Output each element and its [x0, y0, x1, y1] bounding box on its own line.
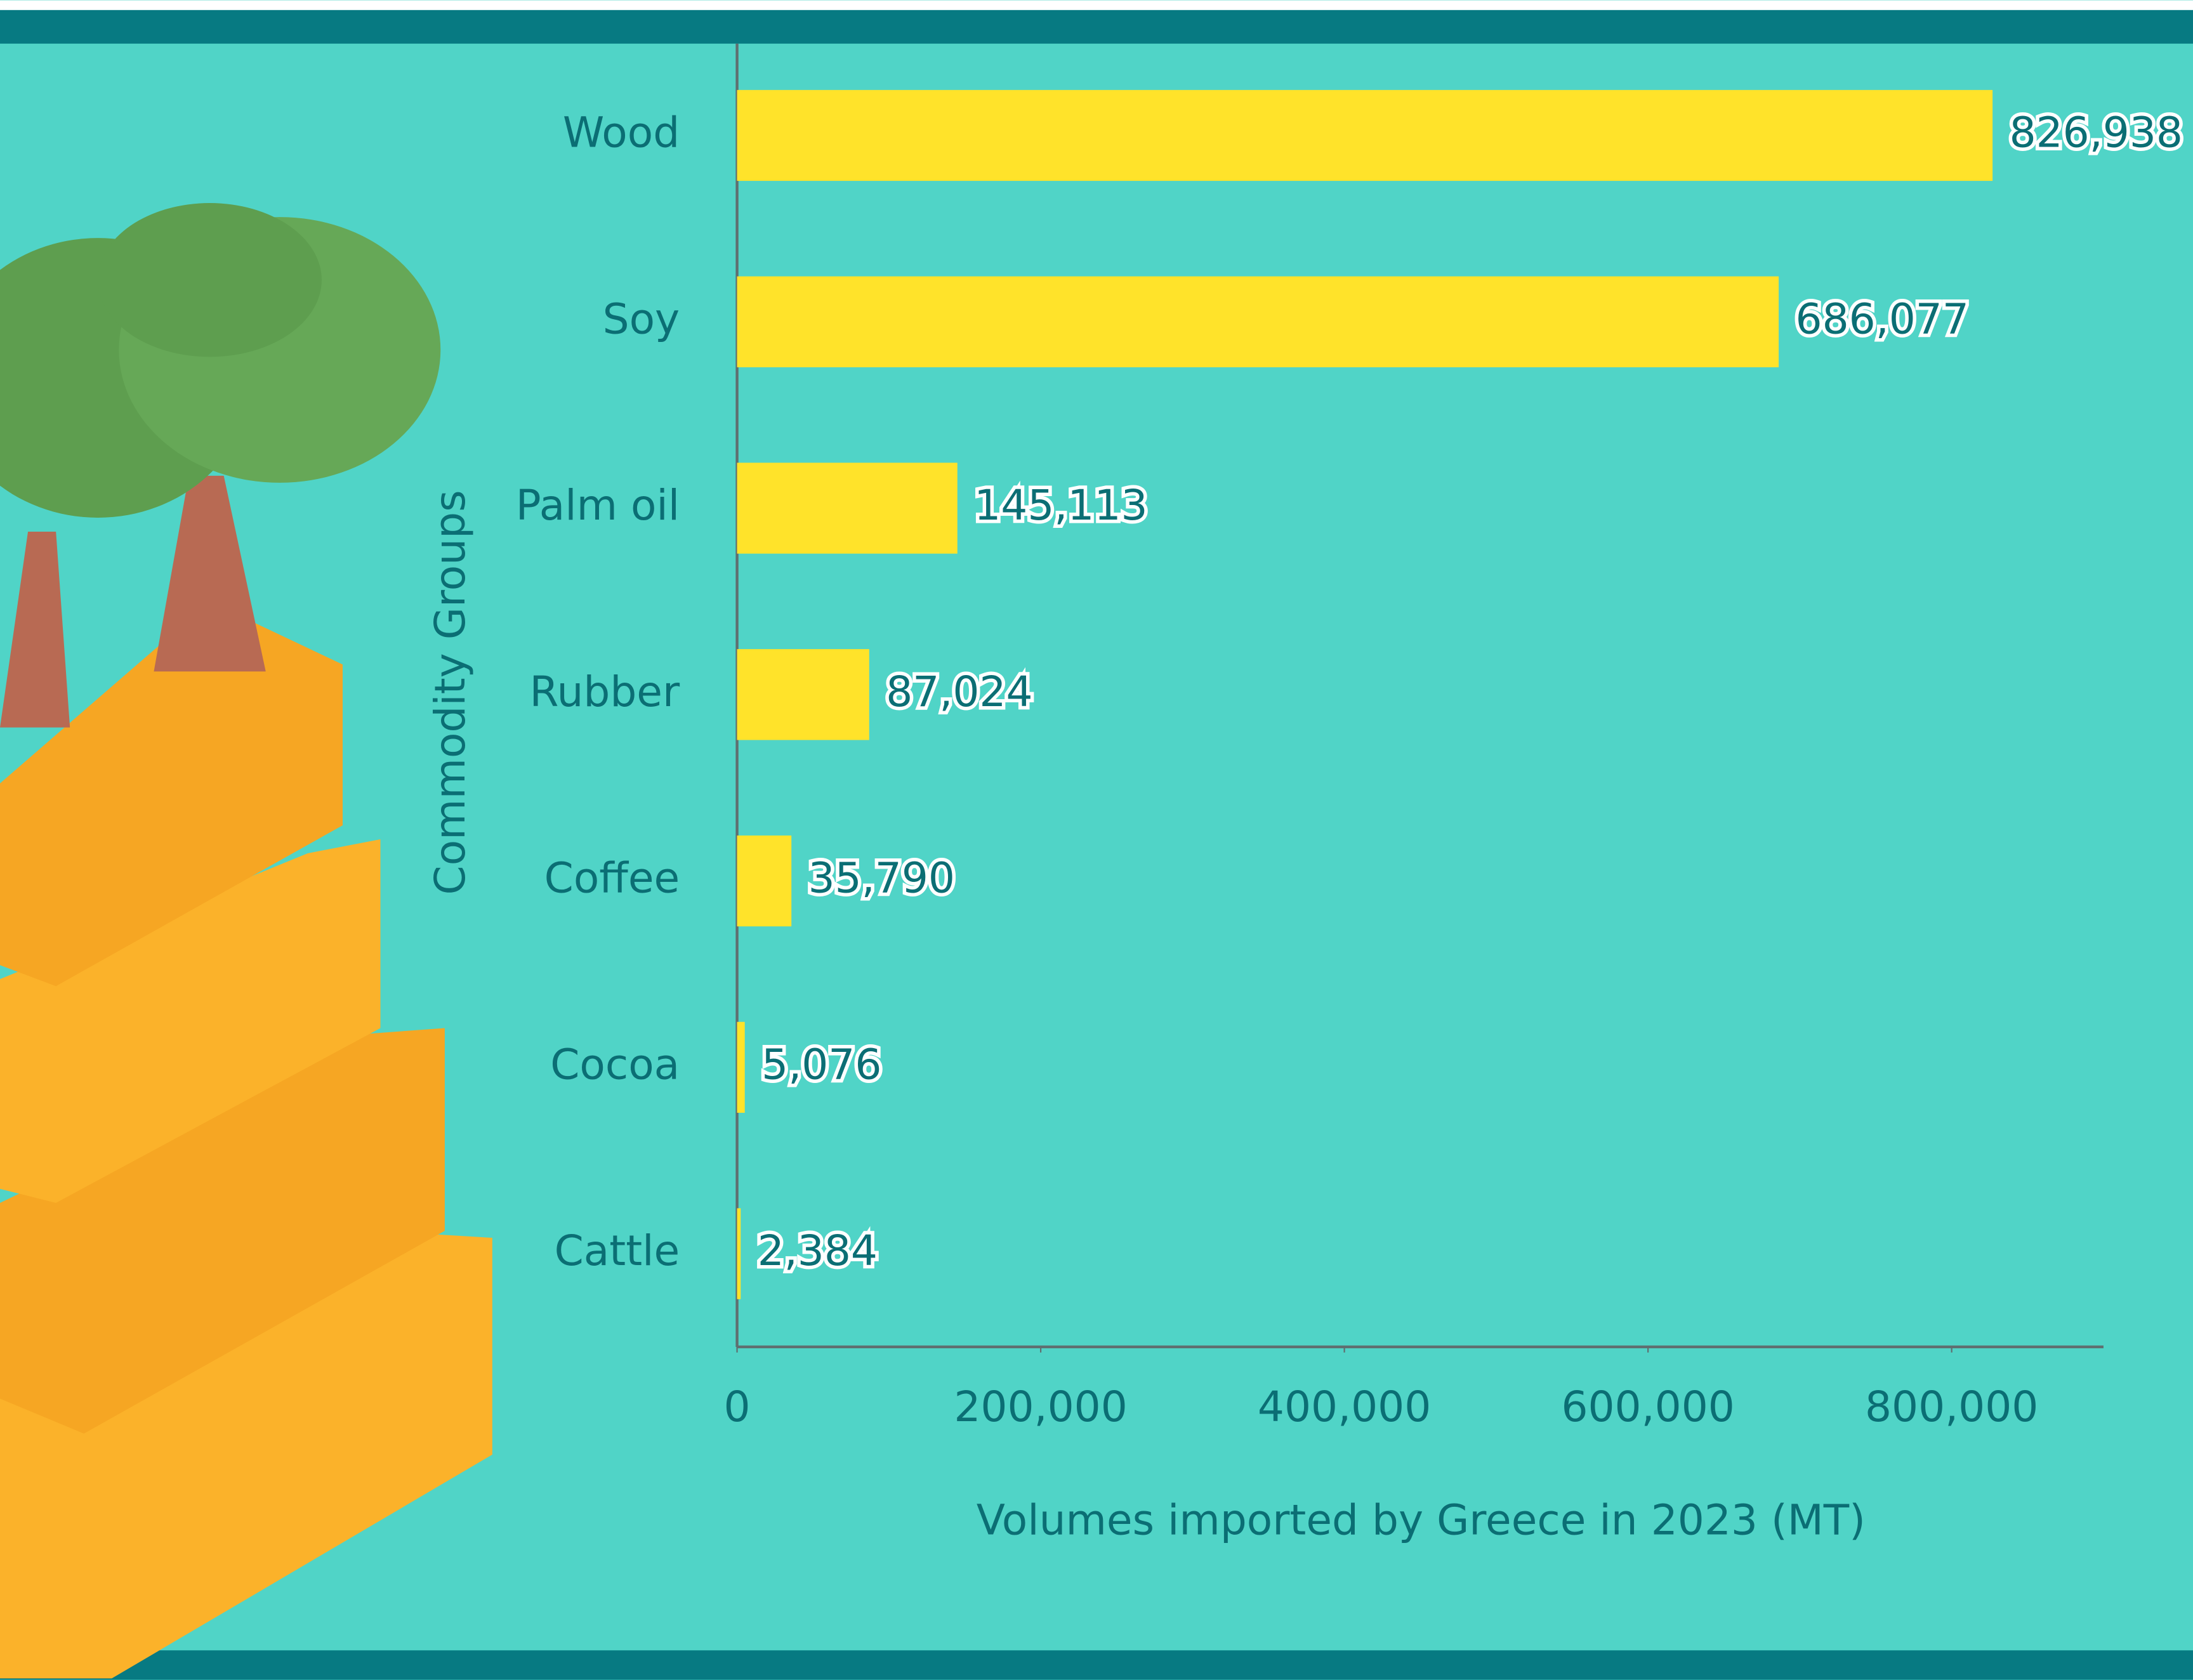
bar: [737, 835, 792, 927]
value-label: 87,024: [886, 667, 1032, 716]
bar: [737, 1021, 745, 1113]
bottom-band: [0, 1650, 2193, 1680]
top-band: [0, 10, 2193, 44]
y-tick-label: Soy: [603, 294, 680, 343]
top-strip: [0, 0, 2193, 10]
value-label: 686,077: [1796, 294, 1969, 343]
container: [0, 839, 381, 1203]
x-tick-label: 800,000: [1865, 1382, 2038, 1431]
x-axis-label: Volumes imported by Greece in 2023 (MT): [977, 1496, 1866, 1545]
value-label: 35,790: [808, 854, 955, 903]
x-tick-label: 400,000: [1258, 1382, 1431, 1431]
x-tick-label: 0: [724, 1382, 751, 1431]
tree-trunk: [154, 475, 266, 672]
tree-trunk: [0, 532, 70, 728]
bar: [737, 276, 1779, 367]
y-tick-label: Wood: [563, 108, 680, 157]
bar: [737, 463, 958, 554]
bar: [737, 1208, 741, 1299]
y-axis-label: Commodity Groups: [426, 490, 475, 895]
illustration: [0, 203, 492, 1679]
x-tick-label: 600,000: [1561, 1382, 1734, 1431]
value-label: 2,384: [758, 1226, 878, 1275]
y-tick-label: Cattle: [555, 1226, 680, 1275]
y-tick-label: Coffee: [544, 854, 680, 903]
x-tick-label: 200,000: [954, 1382, 1127, 1431]
value-label: 145,113: [974, 481, 1147, 530]
y-tick-label: Rubber: [530, 667, 680, 716]
bar: [737, 649, 869, 740]
value-label: 5,076: [761, 1040, 881, 1089]
container: [0, 1231, 492, 1679]
y-tick-label: Cocoa: [550, 1040, 680, 1089]
container: [0, 601, 343, 987]
tree-canopy: [98, 203, 322, 357]
y-tick-label: Palm oil: [516, 481, 680, 530]
container: [0, 1028, 445, 1434]
value-label: 826,938: [2010, 108, 2183, 157]
bar: [737, 89, 1993, 181]
